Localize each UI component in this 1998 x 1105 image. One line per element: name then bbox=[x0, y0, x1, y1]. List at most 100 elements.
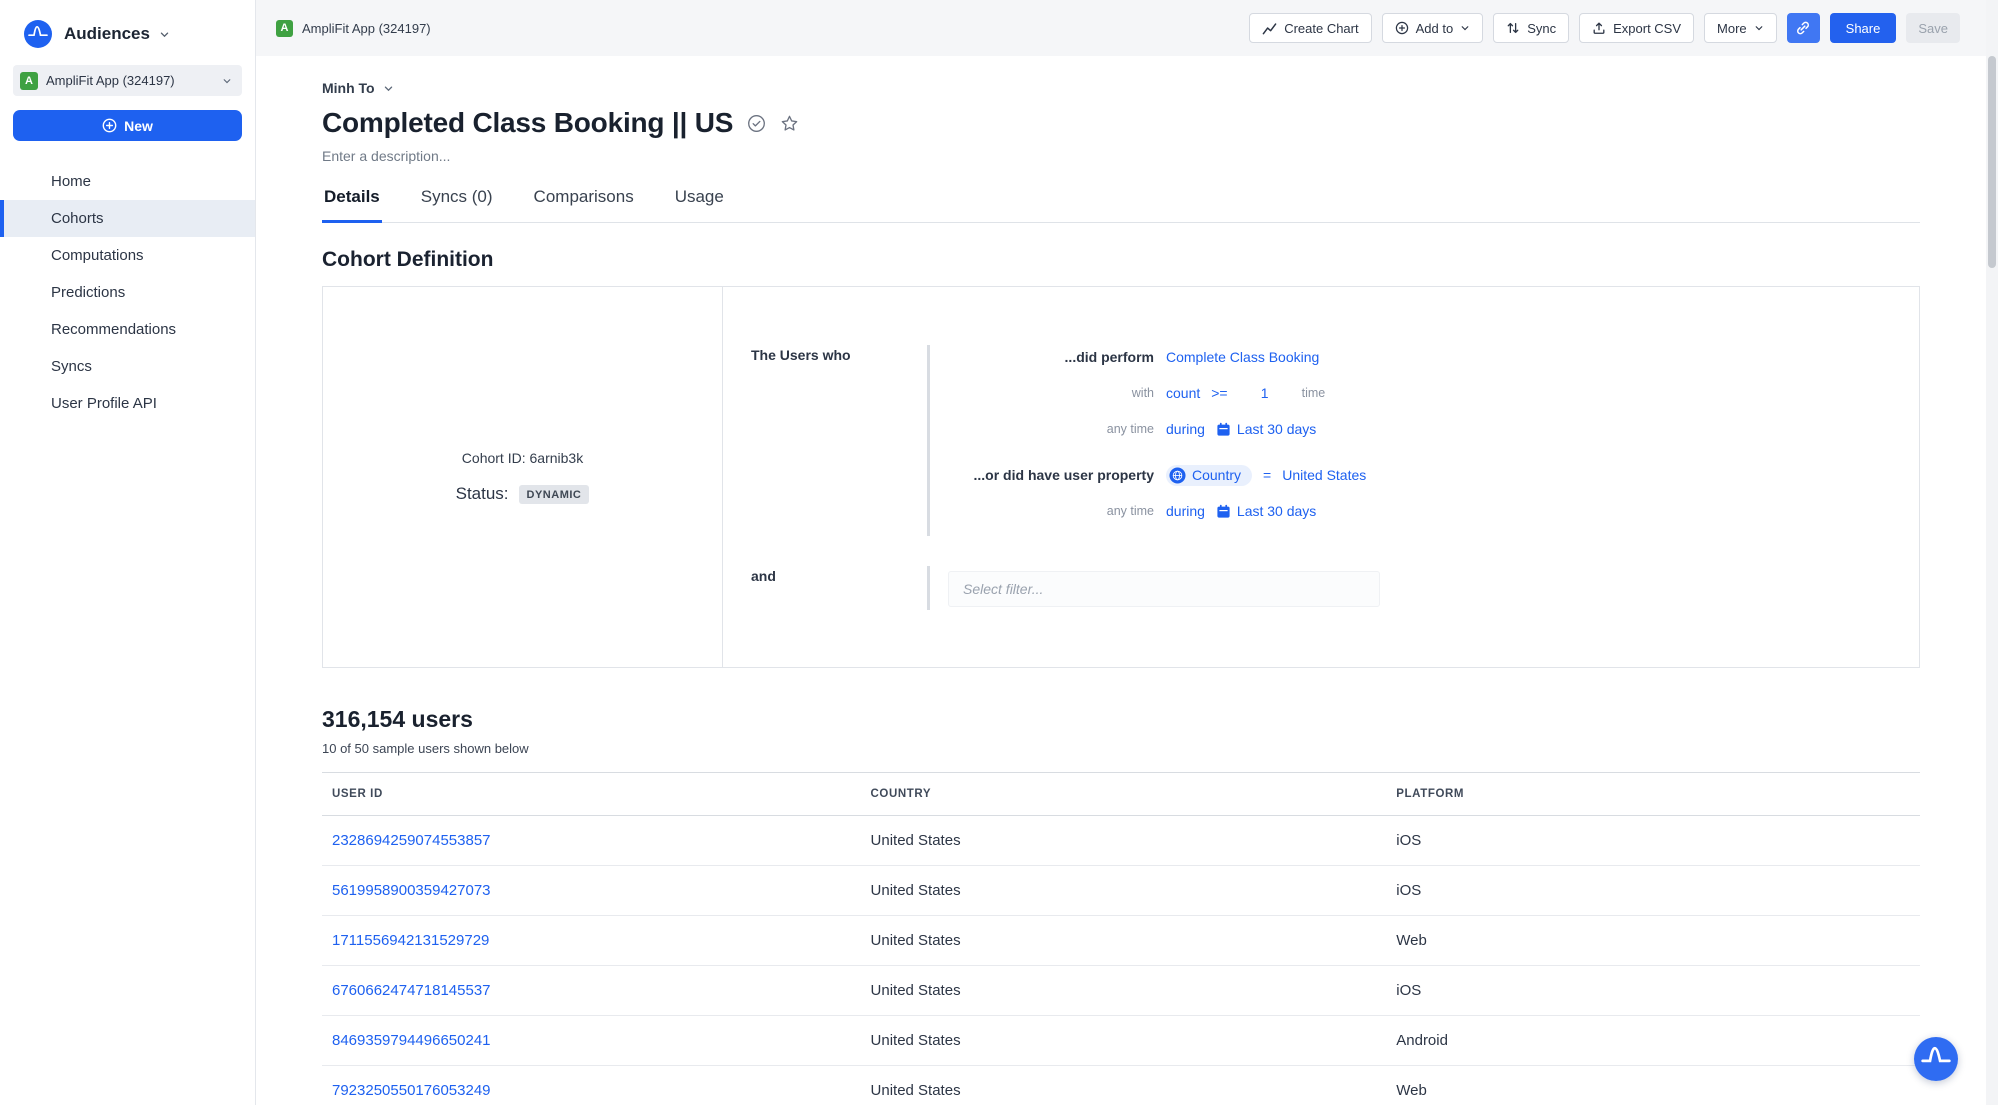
and-block: and Select filter... bbox=[723, 566, 1919, 610]
share-button[interactable]: Share bbox=[1829, 13, 1897, 43]
platform-cell: iOS bbox=[1386, 965, 1920, 1016]
date-range-selector[interactable]: Last 30 days bbox=[1216, 421, 1316, 437]
event-selector[interactable]: Complete Class Booking bbox=[1166, 349, 1320, 365]
country-cell: United States bbox=[860, 965, 1387, 1016]
link-icon bbox=[1797, 21, 1810, 35]
more-button[interactable]: More bbox=[1704, 13, 1777, 43]
copy-link-button[interactable] bbox=[1786, 13, 1820, 43]
tab-syncs[interactable]: Syncs (0) bbox=[420, 187, 493, 206]
tab-comparisons[interactable]: Comparisons bbox=[533, 187, 634, 206]
country-cell: United States bbox=[860, 815, 1387, 866]
property-operator-selector[interactable]: = bbox=[1263, 467, 1272, 483]
country-cell: United States bbox=[860, 1065, 1387, 1105]
sidebar-item-label: Home bbox=[51, 173, 92, 190]
during-selector[interactable]: during bbox=[1166, 421, 1205, 437]
chevron-down-icon bbox=[222, 76, 232, 86]
new-button[interactable]: New bbox=[13, 110, 242, 141]
page-title[interactable]: Completed Class Booking || US bbox=[322, 107, 734, 138]
breadcrumb-app-name: AmpliFit App (324197) bbox=[302, 20, 431, 36]
property-value-selector[interactable]: United States bbox=[1282, 467, 1367, 483]
chevron-down-icon bbox=[383, 83, 394, 94]
create-chart-label: Create Chart bbox=[1284, 20, 1359, 36]
topbar: A AmpliFit App (324197) Create Chart Add… bbox=[256, 0, 1998, 56]
definition-builder: The Users who ...did perform Complete Cl… bbox=[723, 287, 1919, 667]
add-to-label: Add to bbox=[1415, 20, 1454, 36]
property-clause-row: ...or did have user property Country = U… bbox=[930, 464, 1919, 486]
star-icon bbox=[781, 115, 798, 131]
any-time-label: any time bbox=[1106, 504, 1154, 518]
help-fab-button[interactable] bbox=[1914, 1037, 1958, 1081]
tab-usage[interactable]: Usage bbox=[674, 187, 724, 206]
select-filter-input[interactable]: Select filter... bbox=[948, 570, 1380, 607]
platform-cell: Android bbox=[1386, 1015, 1920, 1066]
user-id-link[interactable]: 5619958900359427073 bbox=[322, 865, 861, 916]
calendar-icon bbox=[1217, 504, 1230, 518]
sidebar-nav: Home Cohorts Computations Predictions Re… bbox=[0, 163, 255, 422]
during-selector[interactable]: during bbox=[1166, 503, 1205, 519]
amplitude-logo-icon bbox=[24, 20, 52, 48]
create-chart-button[interactable]: Create Chart bbox=[1249, 13, 1372, 43]
sidebar-item-syncs[interactable]: Syncs bbox=[0, 348, 255, 385]
app-selector-label: AmpliFit App (324197) bbox=[46, 73, 175, 88]
main-area: A AmpliFit App (324197) Create Chart Add… bbox=[256, 0, 1998, 1105]
event-clause-row: ...did perform Complete Class Booking bbox=[930, 346, 1919, 368]
any-time-label: any time bbox=[1106, 422, 1154, 436]
vertical-scrollbar[interactable] bbox=[1986, 0, 1998, 1105]
description-field[interactable]: Enter a description... bbox=[322, 148, 451, 164]
user-id-link[interactable]: 2328694259074553857 bbox=[322, 815, 861, 866]
sync-button[interactable]: Sync bbox=[1493, 13, 1570, 43]
date-range-selector[interactable]: Last 30 days bbox=[1216, 503, 1316, 519]
header-platform: PLATFORM bbox=[1386, 772, 1920, 816]
owner-dropdown[interactable]: Minh To bbox=[322, 80, 394, 96]
plus-circle-icon bbox=[102, 118, 117, 133]
users-count: 316,154 users bbox=[322, 706, 473, 732]
table-row: 2328694259074553857 United States iOS bbox=[322, 815, 1920, 866]
new-button-label: New bbox=[124, 117, 153, 134]
chevron-down-icon bbox=[159, 29, 170, 40]
user-id-link[interactable]: 7923250550176053249 bbox=[322, 1065, 861, 1105]
sidebar-item-user-profile-api[interactable]: User Profile API bbox=[0, 385, 255, 422]
export-csv-button[interactable]: Export CSV bbox=[1579, 13, 1695, 43]
title-row: Completed Class Booking || US bbox=[322, 107, 1920, 139]
amplitude-logo-icon bbox=[1914, 1037, 1958, 1081]
property-selector[interactable]: Country bbox=[1166, 464, 1253, 486]
tab-details[interactable]: Details bbox=[322, 179, 382, 223]
app-badge-icon: A bbox=[276, 19, 293, 37]
and-label: and bbox=[751, 568, 776, 584]
sidebar-item-label: Computations bbox=[51, 247, 144, 264]
cohort-status: Status: DYNAMIC bbox=[456, 484, 590, 504]
property-name-label: Country bbox=[1192, 467, 1242, 483]
app-selector[interactable]: A AmpliFit App (324197) bbox=[13, 65, 242, 96]
verify-button[interactable] bbox=[747, 114, 766, 133]
tab-bar: Details Syncs (0) Comparisons Usage bbox=[322, 179, 1920, 223]
scrollbar-thumb[interactable] bbox=[1988, 56, 1996, 268]
sidebar-item-label: Cohorts bbox=[51, 210, 104, 227]
user-id-link[interactable]: 6760662474718145537 bbox=[322, 965, 861, 1016]
platform-cell: Web bbox=[1386, 1065, 1920, 1105]
country-cell: United States bbox=[860, 1015, 1387, 1066]
sidebar-item-recommendations[interactable]: Recommendations bbox=[0, 311, 255, 348]
cohort-definition-panel: Cohort ID: 6arnib3k Status: DYNAMIC The … bbox=[322, 286, 1920, 668]
cohort-definition-heading: Cohort Definition bbox=[322, 248, 494, 271]
sidebar-item-cohorts[interactable]: Cohorts bbox=[0, 200, 255, 237]
cohort-id: Cohort ID: 6arnib3k bbox=[462, 450, 583, 466]
sidebar-item-home[interactable]: Home bbox=[0, 163, 255, 200]
add-to-button[interactable]: Add to bbox=[1381, 13, 1484, 43]
platform-cell: iOS bbox=[1386, 815, 1920, 866]
sidebar-item-computations[interactable]: Computations bbox=[0, 237, 255, 274]
property-clause-label: ...or did have user property bbox=[973, 467, 1155, 483]
sync-label: Sync bbox=[1527, 20, 1557, 36]
and-clause-group: Select filter... bbox=[927, 566, 1919, 610]
count-operator-selector[interactable]: >= bbox=[1211, 385, 1228, 401]
sidebar-item-predictions[interactable]: Predictions bbox=[0, 274, 255, 311]
count-value-input[interactable]: 1 bbox=[1260, 385, 1269, 401]
export-icon bbox=[1593, 22, 1605, 34]
save-button[interactable]: Save bbox=[1906, 13, 1960, 43]
user-id-link[interactable]: 8469359794496650241 bbox=[322, 1015, 861, 1066]
count-type-selector[interactable]: count bbox=[1166, 385, 1201, 401]
platform-cell: Web bbox=[1386, 915, 1920, 966]
user-id-link[interactable]: 1711556942131529729 bbox=[322, 915, 861, 966]
users-who-block: The Users who ...did perform Complete Cl… bbox=[723, 345, 1919, 536]
product-switcher[interactable]: Audiences bbox=[0, 0, 255, 48]
favorite-button[interactable] bbox=[780, 114, 799, 133]
